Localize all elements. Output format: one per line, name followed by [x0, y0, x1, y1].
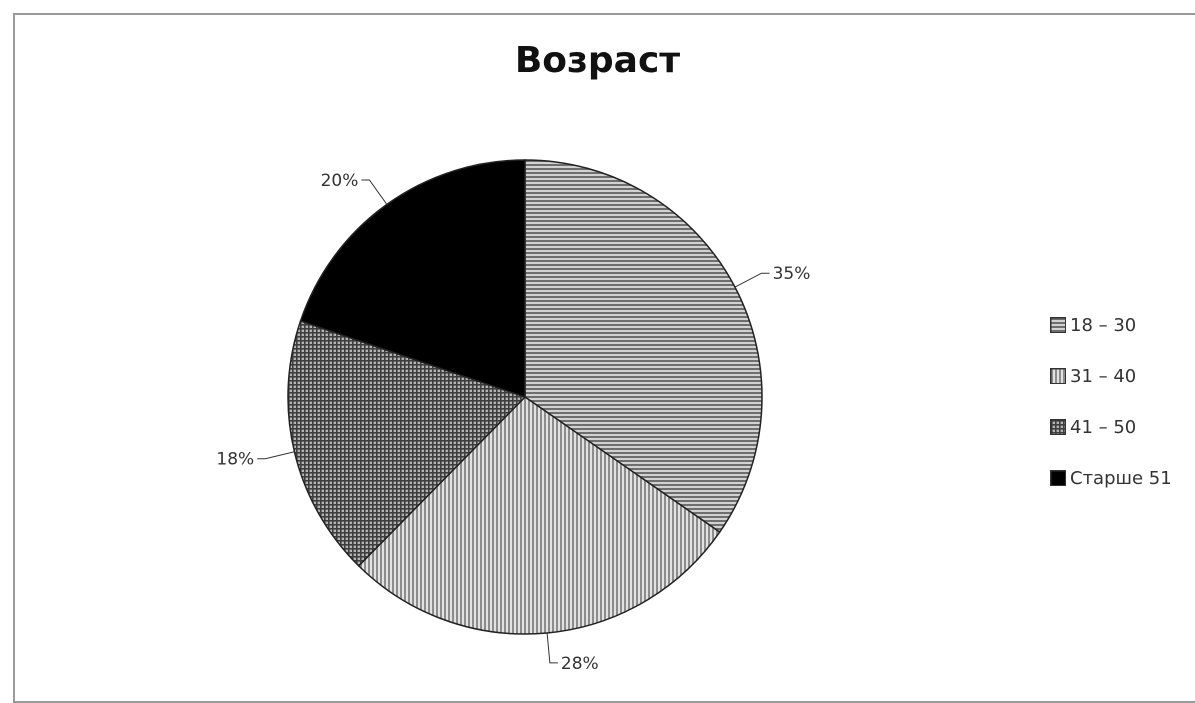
leader-line-31-40 [546, 632, 558, 664]
leader-line-starshe-51 [361, 179, 388, 205]
legend-item-18-30: 18 – 30 [1050, 312, 1172, 338]
data-label-starshe-51: 20% [321, 171, 359, 191]
legend-label: Старше 51 [1070, 467, 1172, 489]
chart-title: Возраст [514, 40, 681, 81]
data-label-18-30: 35% [773, 264, 811, 284]
leader-line-41-50 [257, 451, 295, 460]
leader-line-18-30 [734, 272, 770, 288]
legend-item-41-50: 41 – 50 [1050, 414, 1172, 440]
pie-slice-31-40 [357, 396, 721, 635]
legend-swatch-18-30 [1050, 317, 1066, 333]
legend-label: 18 – 30 [1070, 314, 1137, 336]
legend-swatch-31-40 [1050, 368, 1066, 384]
legend-swatch-starshe-51 [1050, 470, 1066, 486]
pie-slice-18-30 [524, 159, 763, 534]
legend: 18 – 30 31 – 40 41 – 50 Старше 51 [1050, 312, 1172, 516]
data-label-41-50: 18% [216, 450, 254, 470]
legend-item-starshe-51: Старше 51 [1050, 465, 1172, 491]
pie-slice-41-50 [287, 320, 527, 567]
legend-swatch-41-50 [1050, 419, 1066, 435]
data-label-31-40: 28% [561, 654, 599, 674]
pie-slice-starshe-51 [299, 159, 526, 399]
legend-label: 31 – 40 [1070, 365, 1137, 387]
legend-label: 41 – 50 [1070, 416, 1137, 438]
legend-item-31-40: 31 – 40 [1050, 363, 1172, 389]
